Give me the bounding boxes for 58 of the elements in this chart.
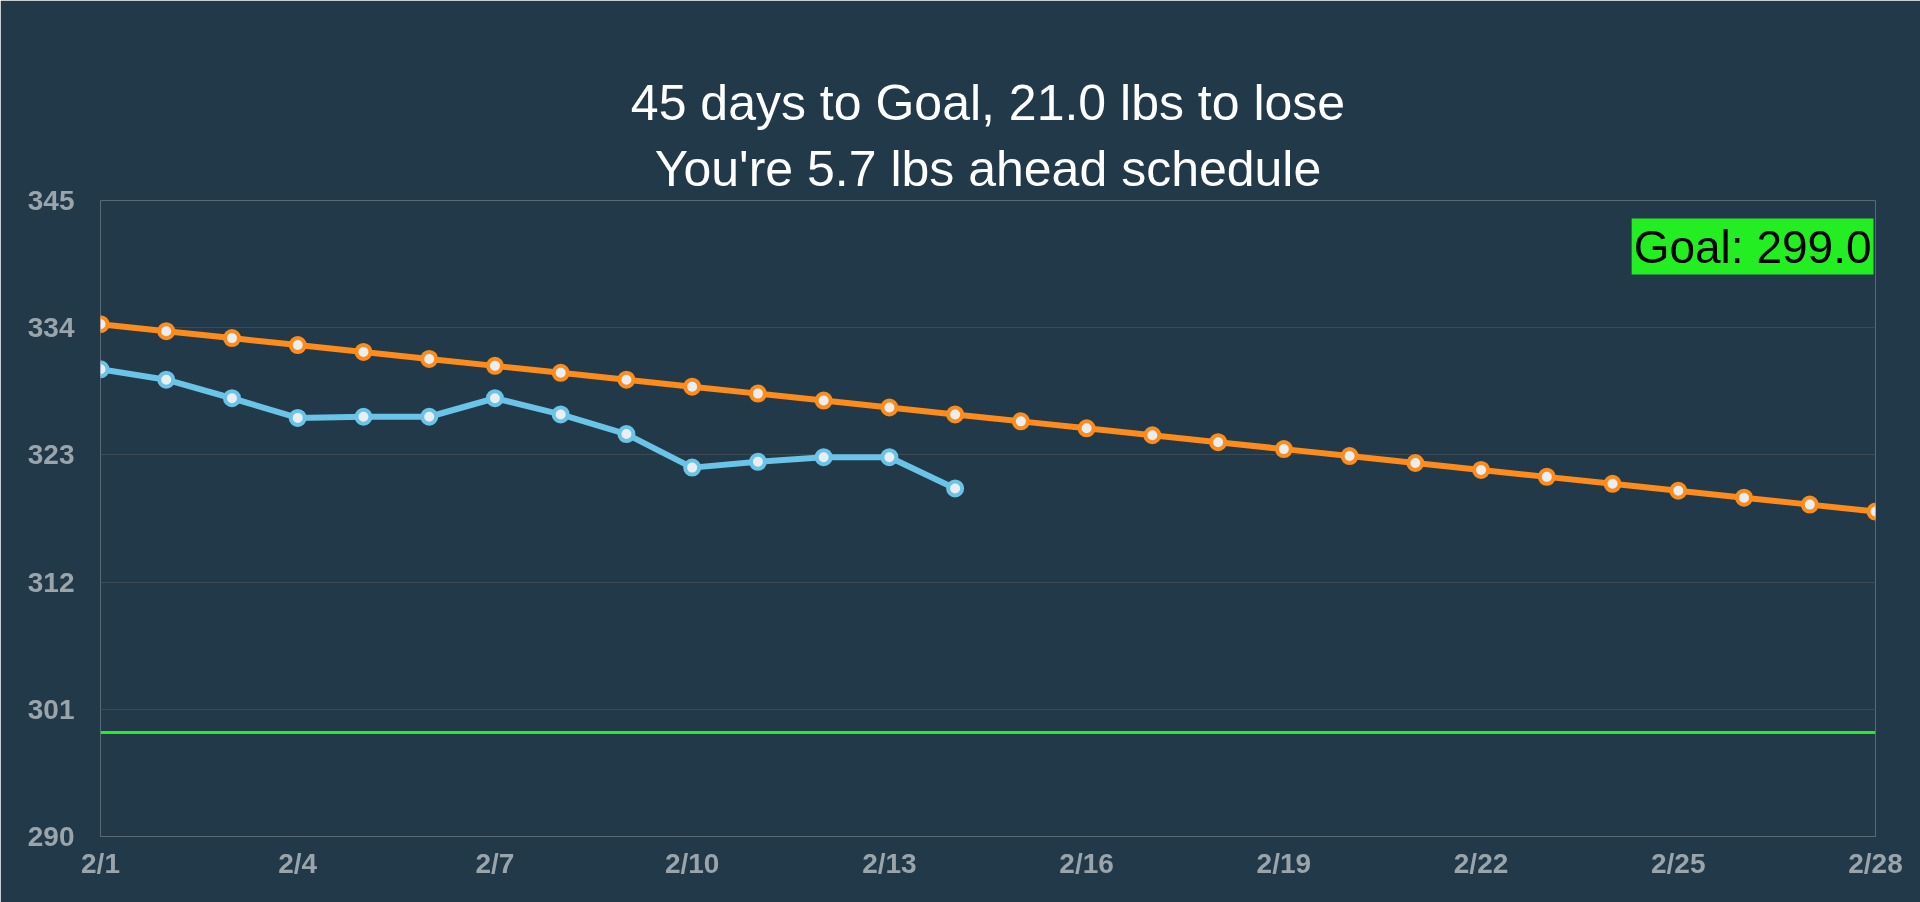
point [880, 448, 899, 467]
point [1406, 454, 1425, 472]
point [683, 458, 702, 477]
y-tick-label: 334 [27, 312, 75, 344]
point [1800, 495, 1819, 514]
point [222, 329, 241, 348]
point [1143, 426, 1162, 445]
x-tick-label: 2/28 [1848, 847, 1903, 879]
point [1340, 447, 1359, 466]
point [946, 405, 965, 424]
point [880, 398, 899, 417]
point [748, 384, 767, 403]
point [617, 425, 636, 444]
annotation: Goal: 299.0 [1633, 220, 1872, 273]
point [814, 448, 833, 467]
point [683, 377, 702, 396]
y-tick-label: 323 [27, 439, 75, 471]
x-tick-label: 2/16 [1059, 847, 1114, 879]
point [1735, 488, 1754, 507]
x-tick-label: 2/10 [664, 847, 720, 879]
x-tick-label: 2/13 [862, 847, 917, 879]
x-tick-label: 2/22 [1453, 847, 1509, 879]
x-tick-label: 2/4 [278, 847, 318, 879]
point [222, 389, 241, 408]
x-tick-label: 2/1 [81, 847, 120, 879]
point [1209, 433, 1228, 452]
point [551, 405, 570, 424]
x-tick-label: 2/19 [1256, 847, 1312, 879]
point [1077, 419, 1096, 438]
x-tick-label: 2/7 [475, 847, 515, 879]
point [1472, 460, 1491, 479]
point [288, 408, 307, 427]
point [354, 407, 373, 426]
point [814, 391, 833, 410]
point [157, 322, 176, 341]
point [288, 336, 307, 355]
point [420, 407, 439, 426]
chart-title: 45 days to Goal, 21.0 lbs to lose [630, 74, 1346, 131]
point [420, 349, 439, 368]
point [1669, 481, 1688, 500]
x-tick-label: 2/25 [1651, 847, 1706, 879]
point [157, 370, 176, 389]
chart-subtitle: You're 5.7 lbs ahead schedule [654, 140, 1322, 197]
point [617, 370, 636, 389]
point [1537, 467, 1556, 486]
point [1011, 412, 1030, 431]
point [748, 452, 767, 471]
point [485, 389, 504, 408]
point [1274, 440, 1293, 459]
y-tick-label: 312 [27, 566, 75, 598]
y-tick-label: 301 [27, 693, 75, 725]
point [354, 343, 373, 361]
point [551, 363, 570, 382]
y-tick-label: 345 [27, 185, 75, 216]
point [946, 479, 965, 498]
point [1603, 474, 1622, 493]
point [485, 356, 504, 375]
y-tick-label: 290 [27, 821, 75, 852]
